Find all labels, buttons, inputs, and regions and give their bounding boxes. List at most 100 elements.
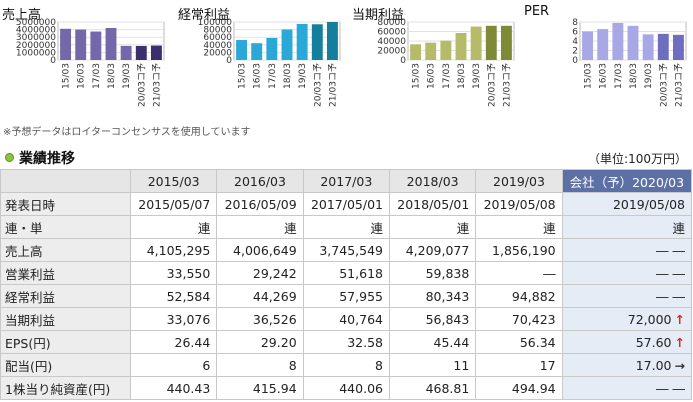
forecast-cell: 72,000 ↑ [561, 307, 693, 331]
bar [672, 34, 684, 60]
x-tick-label: 19/03 [298, 63, 308, 89]
cell-value: ― ― [656, 380, 685, 396]
table-cell: 連 [475, 215, 563, 239]
cell-value: 440.43 [166, 380, 211, 396]
x-tick-label: 16/03 [599, 63, 609, 89]
cell-value: 2017/05/01 [310, 196, 383, 212]
table-cell: 44,269 [216, 284, 304, 308]
forecast-cell: ― ― [561, 376, 693, 400]
cell-value: 494.94 [511, 380, 556, 396]
y-tick-label: 20000 [377, 47, 406, 57]
bar [657, 33, 669, 60]
row-label: 営業利益 [0, 261, 131, 285]
cell-value: 連 [197, 220, 211, 236]
row-label: 経常利益 [0, 284, 131, 308]
y-tick-label: 6 [572, 28, 578, 38]
y-tick-label: 40000 [377, 37, 406, 47]
bar [597, 29, 609, 60]
table-cell: 連 [129, 215, 218, 239]
cell-value: 57,955 [339, 288, 383, 304]
y-tick-label: 5000000 [16, 18, 56, 28]
table-cell: 4,209,077 [388, 238, 477, 262]
x-tick-label: 15/03 [412, 63, 422, 89]
x-tick-label: 17/03 [268, 63, 278, 89]
table-row: 1株当り純資産(円) 440.43 415.94 440.06 468.81 494.94… [0, 376, 693, 400]
trend-up-icon: ↑ [674, 334, 685, 350]
table-cell: 26.44 [129, 330, 218, 354]
bar [150, 45, 162, 60]
cell-value: 連 [456, 220, 470, 236]
x-tick-label: 18/03 [283, 63, 293, 89]
y-tick-label: 4 [572, 37, 578, 47]
cell-value: 4,105,295 [146, 242, 211, 258]
chart-net-income: 当期利益 80000 60000 40000 20000 0 15/03 16/03 17/0… [350, 0, 520, 122]
bar [500, 25, 512, 60]
table-cell: 29,242 [216, 261, 304, 285]
cell-value: 56,843 [425, 311, 470, 327]
cell-value: 36,526 [252, 311, 297, 327]
x-tick-label: 19/03 [644, 63, 654, 89]
bar [311, 24, 323, 61]
bar [470, 26, 482, 61]
cell-value: 59,838 [425, 265, 470, 281]
bar [410, 44, 422, 60]
y-tick-label: 0 [50, 56, 56, 66]
table-cell: 17 [475, 353, 563, 377]
chart-title: 経常利益 [178, 8, 231, 23]
x-tick-label: 21/03コ予 [673, 63, 684, 107]
table-cell: 440.43 [129, 376, 218, 400]
table-cell: 52,584 [129, 284, 218, 308]
cell-value: 連 [284, 220, 297, 236]
table-cell: 80,343 [388, 284, 477, 308]
cell-value: 4,209,077 [405, 242, 470, 258]
header-forecast: 会社（予）2020/03 [561, 169, 693, 193]
forecast-cell: ― ― [561, 284, 693, 308]
row-label: 当期利益 [0, 307, 131, 331]
bar [75, 29, 87, 60]
x-tick-label: 18/03 [107, 63, 117, 89]
y-tick-label: 20000 [203, 48, 232, 58]
bar [612, 22, 624, 60]
cell-value: 44,269 [252, 288, 297, 304]
table-row: 売上高 4,105,295 4,006,649 3,745,549 4,209,077 1… [0, 238, 693, 262]
table-cell: 連 [388, 215, 477, 239]
y-tick-label: 40000 [203, 41, 232, 51]
x-tick-label: 20/03コ予 [486, 63, 497, 107]
cell-value: 72,000 [627, 311, 672, 327]
y-tick-label: 100000 [198, 18, 233, 28]
x-tick-label: 15/03 [238, 63, 248, 89]
y-tick-label: 60000 [377, 28, 406, 38]
table-cell: ― [475, 261, 563, 285]
table-cell: 連 [216, 215, 304, 239]
chart-sales: 売上高 5000000 4000000 3000000 2000000 1000000 0… [0, 0, 170, 122]
bar [485, 25, 497, 60]
table-cell: 2016/05/09 [216, 192, 304, 216]
x-tick-label: 18/03 [457, 63, 467, 89]
header-2018: 2018/03 [388, 169, 477, 193]
cell-value: 連 [543, 220, 556, 236]
cell-value: ― ― [656, 288, 685, 304]
cell-value: 連 [370, 220, 383, 236]
table-cell: 56.34 [475, 330, 563, 354]
cell-value: 2019/05/08 [483, 196, 556, 212]
table-cell: 4,006,649 [216, 238, 304, 262]
x-tick-label: 19/03 [472, 63, 482, 89]
cell-value: 6 [202, 357, 211, 373]
table-cell: 56,843 [388, 307, 477, 331]
cell-value: 2019/05/08 [612, 196, 685, 212]
row-label: 売上高 [0, 238, 131, 262]
cell-value: 26.44 [174, 334, 211, 350]
table-row: 配当(円) 6 8 8 11 17 17.00 → [0, 353, 693, 377]
table-cell: 3,745,549 [302, 238, 390, 262]
chart-title: PER [524, 4, 550, 19]
chart-ordinary-profit: 経常利益 100000 80000 60000 40000 20000 0 15/03 16/… [176, 0, 346, 122]
cell-value: 2015/05/07 [138, 196, 211, 212]
table-row: 当期利益 33,076 36,526 40,764 56,843 70,423 72,000… [0, 307, 693, 331]
bar [266, 37, 278, 60]
x-tick-label: 17/03 [442, 63, 452, 89]
x-tick-label: 15/03 [62, 63, 72, 89]
bar [582, 31, 594, 60]
table-cell: 8 [216, 353, 304, 377]
header-2016: 2016/03 [216, 169, 304, 193]
